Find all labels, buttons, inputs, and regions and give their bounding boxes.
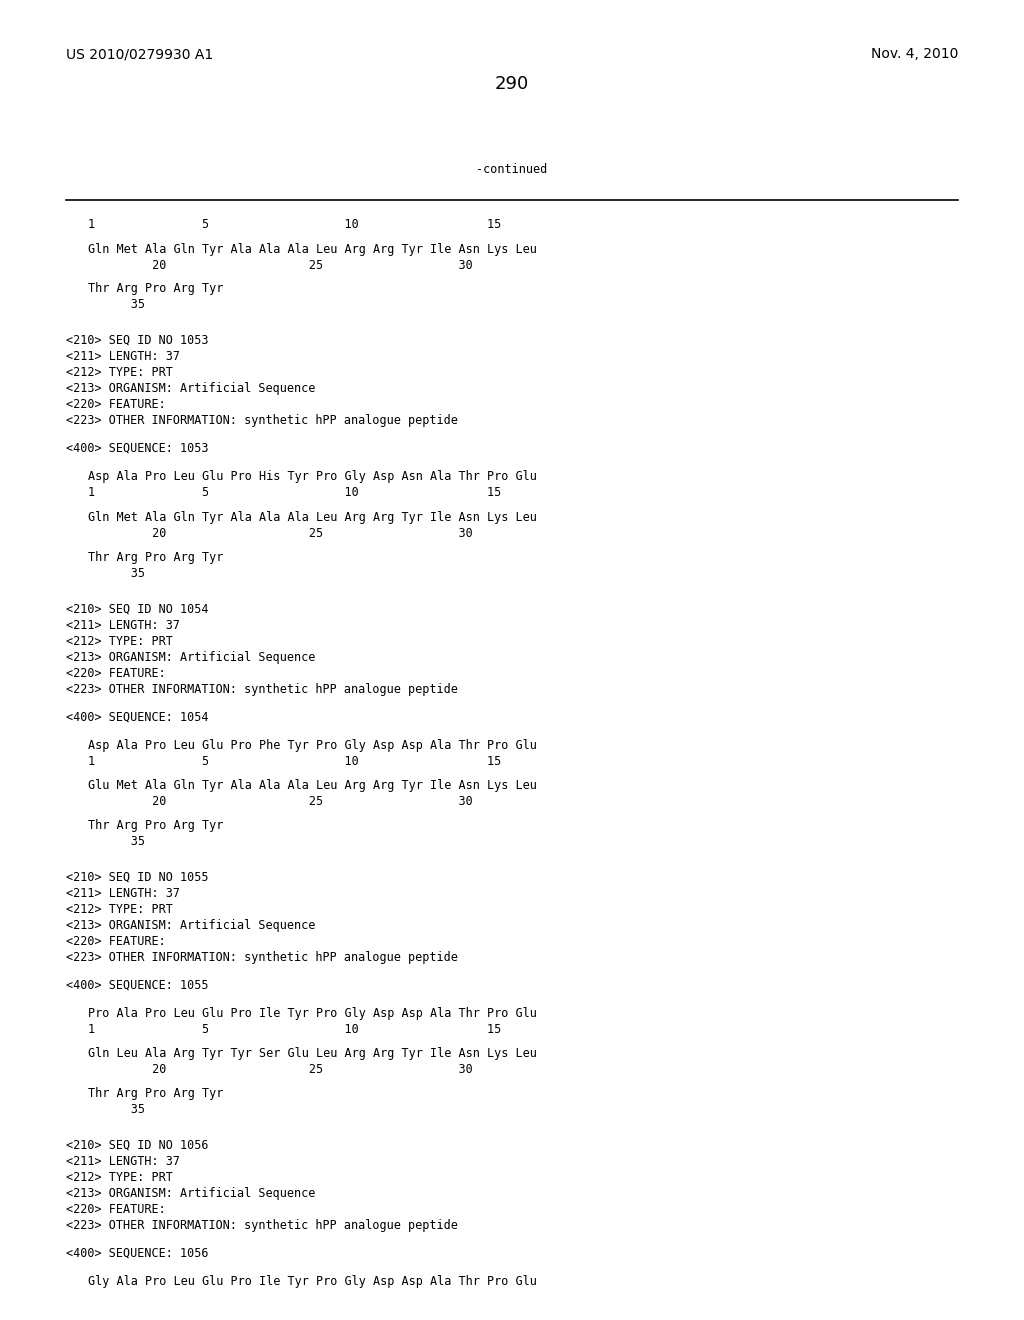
Text: <223> OTHER INFORMATION: synthetic hPP analogue peptide: <223> OTHER INFORMATION: synthetic hPP a… xyxy=(66,950,458,964)
Text: <400> SEQUENCE: 1055: <400> SEQUENCE: 1055 xyxy=(66,979,209,993)
Text: <211> LENGTH: 37: <211> LENGTH: 37 xyxy=(66,350,180,363)
Text: Asp Ala Pro Leu Glu Pro His Tyr Pro Gly Asp Asn Ala Thr Pro Glu: Asp Ala Pro Leu Glu Pro His Tyr Pro Gly … xyxy=(88,470,537,483)
Text: Nov. 4, 2010: Nov. 4, 2010 xyxy=(870,48,958,61)
Text: Gln Met Ala Gln Tyr Ala Ala Ala Leu Arg Arg Tyr Ile Asn Lys Leu: Gln Met Ala Gln Tyr Ala Ala Ala Leu Arg … xyxy=(88,511,537,524)
Text: <212> TYPE: PRT: <212> TYPE: PRT xyxy=(66,366,173,379)
Text: 1               5                   10                  15: 1 5 10 15 xyxy=(88,755,502,768)
Text: <400> SEQUENCE: 1054: <400> SEQUENCE: 1054 xyxy=(66,711,209,723)
Text: <212> TYPE: PRT: <212> TYPE: PRT xyxy=(66,903,173,916)
Text: 20                    25                   30: 20 25 30 xyxy=(88,795,473,808)
Text: <220> FEATURE:: <220> FEATURE: xyxy=(66,667,166,680)
Text: Pro Ala Pro Leu Glu Pro Ile Tyr Pro Gly Asp Asp Ala Thr Pro Glu: Pro Ala Pro Leu Glu Pro Ile Tyr Pro Gly … xyxy=(88,1007,537,1020)
Text: 35: 35 xyxy=(88,836,145,847)
Text: 1               5                   10                  15: 1 5 10 15 xyxy=(88,1023,502,1036)
Text: <223> OTHER INFORMATION: synthetic hPP analogue peptide: <223> OTHER INFORMATION: synthetic hPP a… xyxy=(66,414,458,426)
Text: Gly Ala Pro Leu Glu Pro Ile Tyr Pro Gly Asp Asp Ala Thr Pro Glu: Gly Ala Pro Leu Glu Pro Ile Tyr Pro Gly … xyxy=(88,1275,537,1288)
Text: <211> LENGTH: 37: <211> LENGTH: 37 xyxy=(66,619,180,632)
Text: <220> FEATURE:: <220> FEATURE: xyxy=(66,1203,166,1216)
Text: <213> ORGANISM: Artificial Sequence: <213> ORGANISM: Artificial Sequence xyxy=(66,381,315,395)
Text: <211> LENGTH: 37: <211> LENGTH: 37 xyxy=(66,1155,180,1168)
Text: <220> FEATURE:: <220> FEATURE: xyxy=(66,935,166,948)
Text: <210> SEQ ID NO 1053: <210> SEQ ID NO 1053 xyxy=(66,334,209,347)
Text: 1               5                   10                  15: 1 5 10 15 xyxy=(88,218,502,231)
Text: <400> SEQUENCE: 1053: <400> SEQUENCE: 1053 xyxy=(66,442,209,455)
Text: Gln Met Ala Gln Tyr Ala Ala Ala Leu Arg Arg Tyr Ile Asn Lys Leu: Gln Met Ala Gln Tyr Ala Ala Ala Leu Arg … xyxy=(88,243,537,256)
Text: US 2010/0279930 A1: US 2010/0279930 A1 xyxy=(66,48,213,61)
Text: <210> SEQ ID NO 1056: <210> SEQ ID NO 1056 xyxy=(66,1139,209,1152)
Text: <210> SEQ ID NO 1054: <210> SEQ ID NO 1054 xyxy=(66,603,209,616)
Text: 20                    25                   30: 20 25 30 xyxy=(88,527,473,540)
Text: -continued: -continued xyxy=(476,162,548,176)
Text: 1               5                   10                  15: 1 5 10 15 xyxy=(88,486,502,499)
Text: <220> FEATURE:: <220> FEATURE: xyxy=(66,399,166,411)
Text: <212> TYPE: PRT: <212> TYPE: PRT xyxy=(66,1171,173,1184)
Text: <211> LENGTH: 37: <211> LENGTH: 37 xyxy=(66,887,180,900)
Text: <213> ORGANISM: Artificial Sequence: <213> ORGANISM: Artificial Sequence xyxy=(66,651,315,664)
Text: 35: 35 xyxy=(88,1104,145,1115)
Text: Thr Arg Pro Arg Tyr: Thr Arg Pro Arg Tyr xyxy=(88,282,223,294)
Text: Gln Leu Ala Arg Tyr Tyr Ser Glu Leu Arg Arg Tyr Ile Asn Lys Leu: Gln Leu Ala Arg Tyr Tyr Ser Glu Leu Arg … xyxy=(88,1047,537,1060)
Text: Thr Arg Pro Arg Tyr: Thr Arg Pro Arg Tyr xyxy=(88,818,223,832)
Text: 290: 290 xyxy=(495,75,529,92)
Text: Asp Ala Pro Leu Glu Pro Phe Tyr Pro Gly Asp Asp Ala Thr Pro Glu: Asp Ala Pro Leu Glu Pro Phe Tyr Pro Gly … xyxy=(88,739,537,752)
Text: Glu Met Ala Gln Tyr Ala Ala Ala Leu Arg Arg Tyr Ile Asn Lys Leu: Glu Met Ala Gln Tyr Ala Ala Ala Leu Arg … xyxy=(88,779,537,792)
Text: Thr Arg Pro Arg Tyr: Thr Arg Pro Arg Tyr xyxy=(88,1086,223,1100)
Text: 20                    25                   30: 20 25 30 xyxy=(88,1063,473,1076)
Text: 35: 35 xyxy=(88,568,145,579)
Text: Thr Arg Pro Arg Tyr: Thr Arg Pro Arg Tyr xyxy=(88,550,223,564)
Text: <210> SEQ ID NO 1055: <210> SEQ ID NO 1055 xyxy=(66,871,209,884)
Text: <213> ORGANISM: Artificial Sequence: <213> ORGANISM: Artificial Sequence xyxy=(66,919,315,932)
Text: 35: 35 xyxy=(88,298,145,312)
Text: <213> ORGANISM: Artificial Sequence: <213> ORGANISM: Artificial Sequence xyxy=(66,1187,315,1200)
Text: <223> OTHER INFORMATION: synthetic hPP analogue peptide: <223> OTHER INFORMATION: synthetic hPP a… xyxy=(66,682,458,696)
Text: <223> OTHER INFORMATION: synthetic hPP analogue peptide: <223> OTHER INFORMATION: synthetic hPP a… xyxy=(66,1218,458,1232)
Text: 20                    25                   30: 20 25 30 xyxy=(88,259,473,272)
Text: <212> TYPE: PRT: <212> TYPE: PRT xyxy=(66,635,173,648)
Text: <400> SEQUENCE: 1056: <400> SEQUENCE: 1056 xyxy=(66,1247,209,1261)
